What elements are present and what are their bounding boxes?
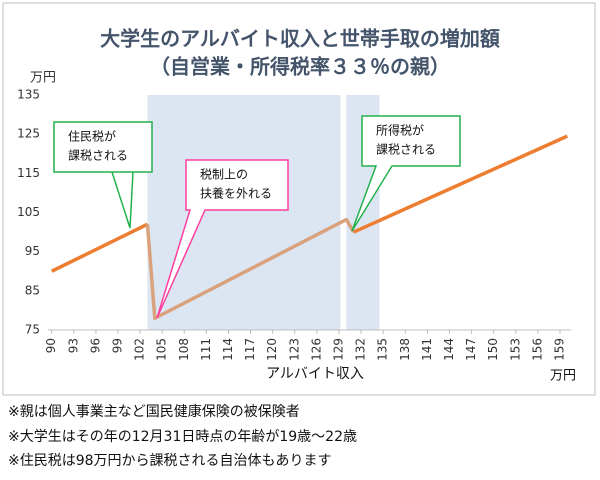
shaded-range: [147, 95, 341, 330]
chart-title: 大学生のアルバイト収入と世帯手取の増加額: [100, 27, 500, 51]
x-tick-label: 96: [88, 338, 102, 353]
x-tick-label: 126: [309, 338, 323, 361]
y-tick-label: 135: [17, 88, 40, 102]
chart-border: [2, 2, 596, 396]
x-tick-label: 111: [199, 338, 213, 361]
x-tick-label: 105: [155, 338, 169, 361]
x-tick-label: 93: [66, 338, 80, 353]
callout-text: 課税される: [68, 148, 128, 163]
y-tick-label: 125: [17, 127, 40, 141]
callout-box: [156, 159, 289, 319]
y-tick-label: 75: [25, 323, 40, 337]
x-tick-label: 129: [331, 338, 345, 361]
x-tick-label: 150: [486, 338, 500, 361]
callout-box: [53, 121, 153, 229]
x-tick-label: 114: [221, 338, 235, 361]
footnote: ※親は個人事業主など国民健康保険の被保険者: [8, 403, 300, 420]
data-line: [145, 217, 356, 320]
y-tick-label: 95: [25, 244, 40, 258]
x-tick-label: 99: [110, 338, 124, 353]
data-line: [352, 134, 569, 234]
x-tick-label: 132: [354, 338, 368, 361]
callout-text: 課税される: [376, 142, 436, 157]
x-tick-label: 102: [133, 338, 147, 361]
x-tick-label: 156: [530, 338, 544, 361]
callout-text: 税制上の: [200, 168, 248, 182]
y-tick-label: 115: [17, 166, 40, 180]
data-line: [50, 222, 149, 273]
callout-text: 住民税が: [68, 129, 116, 144]
callout-box: [351, 115, 461, 232]
x-tick-label: 147: [464, 338, 478, 361]
x-axis-label: アルバイト収入: [266, 366, 364, 382]
x-tick-label: 153: [508, 338, 522, 361]
x-tick-label: 159: [552, 338, 566, 361]
x-tick-label: 120: [265, 338, 279, 361]
callout-text: 扶養を外れる: [200, 186, 272, 201]
x-tick-label: 117: [243, 338, 257, 361]
x-tick-label: 144: [442, 338, 456, 361]
x-tick-label: 141: [420, 338, 434, 361]
footnote: ※住民税は98万円から課税される自治体もあります: [8, 453, 332, 469]
x-tick-label: 108: [177, 338, 191, 361]
x-tick-label: 90: [44, 338, 58, 353]
y-tick-label: 85: [25, 283, 40, 297]
x-unit: 万円: [550, 369, 576, 384]
x-tick-label: 135: [376, 338, 390, 361]
callout-text: 所得税が: [376, 123, 424, 138]
footnote: ※大学生はその年の12月31日時点の年齢が19歳～22歳: [8, 429, 357, 445]
x-tick-label: 138: [398, 338, 412, 361]
chart-subtitle: （自営業・所得税率３３％の親）: [150, 55, 450, 79]
y-unit: 万円: [30, 71, 56, 86]
y-tick-label: 105: [17, 205, 40, 219]
x-tick-label: 123: [287, 338, 301, 361]
